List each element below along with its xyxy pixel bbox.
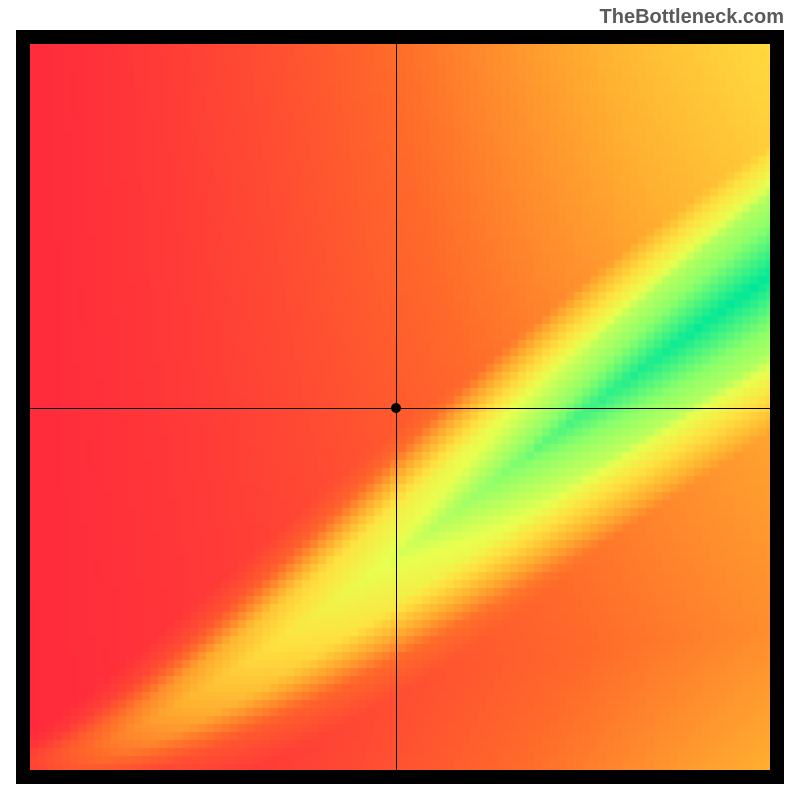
heatmap-frame bbox=[16, 30, 784, 784]
crosshair-point bbox=[391, 403, 401, 413]
chart-container: TheBottleneck.com bbox=[0, 0, 800, 800]
attribution-label: TheBottleneck.com bbox=[600, 6, 784, 29]
